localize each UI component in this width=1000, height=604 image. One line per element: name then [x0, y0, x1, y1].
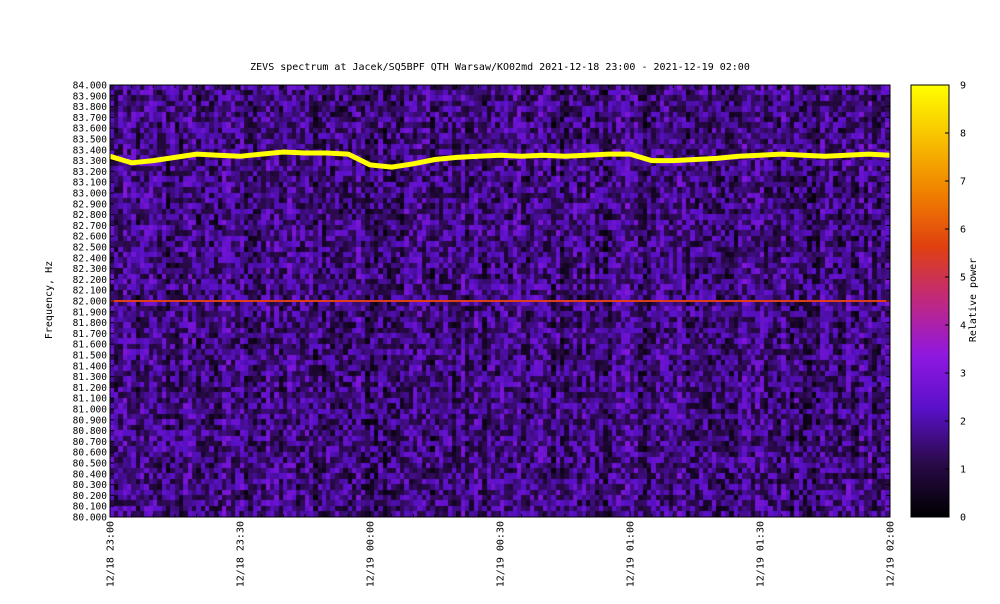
y-tick-label: 81.700 — [73, 329, 108, 340]
colorbar-tick-label: 3 — [960, 369, 966, 380]
colorbar-tick-label: 7 — [960, 177, 966, 188]
colorbar-fill — [910, 84, 950, 518]
colorbar: 0 1 2 3 4 5 6 7 8 9 — [910, 81, 966, 524]
x-tick-label: 12/18 23:00 — [106, 521, 117, 587]
y-tick-label: 81.600 — [73, 340, 108, 351]
y-tick-label: 83.300 — [73, 156, 108, 167]
y-tick-label: 81.300 — [73, 372, 108, 383]
y-tick-label: 83.800 — [73, 102, 108, 113]
y-tick-label: 83.500 — [73, 135, 108, 146]
colorbar-tick-label: 6 — [960, 225, 966, 236]
colorbar-label: Relative power — [968, 258, 979, 342]
x-tick-label: 12/19 01:00 — [626, 521, 637, 587]
colorbar-tick-label: 0 — [960, 513, 966, 524]
colorbar-tick-label: 4 — [960, 321, 966, 332]
y-tick-label: 80.700 — [73, 437, 108, 448]
colorbar-tick-label: 8 — [960, 129, 966, 140]
y-tick-label: 80.400 — [73, 469, 108, 480]
y-tick-label: 83.000 — [73, 189, 108, 200]
y-tick-label: 82.600 — [73, 232, 108, 243]
x-tick-label: 12/19 00:00 — [366, 521, 377, 587]
y-tick-label: 80.100 — [73, 502, 108, 513]
y-tick-label: 82.800 — [73, 210, 108, 221]
y-tick-label: 81.000 — [73, 405, 108, 416]
y-tick-label: 83.400 — [73, 145, 108, 156]
y-tick-label: 80.000 — [73, 513, 108, 524]
x-tick-label: 12/19 01:30 — [756, 521, 767, 587]
y-tick-label: 83.200 — [73, 167, 108, 178]
y-tick-label: 80.300 — [73, 480, 108, 491]
y-tick-label: 80.600 — [73, 448, 108, 459]
x-tick-label: 12/19 00:30 — [496, 521, 507, 587]
y-axis-label: Frequency, Hz — [44, 261, 55, 339]
colorbar-tick-label: 1 — [960, 465, 966, 476]
y-axis: 80.00080.10080.20080.30080.40080.50080.6… — [73, 81, 890, 524]
y-tick-label: 83.700 — [73, 113, 108, 124]
colorbar-tick-label: 5 — [960, 273, 966, 284]
y-tick-label: 82.400 — [73, 253, 108, 264]
y-tick-label: 83.100 — [73, 178, 108, 189]
signal-trace-0 — [109, 149, 891, 170]
y-tick-label: 82.100 — [73, 286, 108, 297]
plot-area — [109, 84, 891, 518]
y-tick-label: 81.100 — [73, 394, 108, 405]
y-tick-label: 83.900 — [73, 91, 108, 102]
y-tick-label: 81.900 — [73, 307, 108, 318]
y-tick-label: 80.500 — [73, 459, 108, 470]
y-tick-label: 83.600 — [73, 124, 108, 135]
colorbar-tick-label: 9 — [960, 81, 966, 92]
y-tick-label: 84.000 — [73, 81, 108, 92]
y-tick-label: 81.500 — [73, 351, 108, 362]
y-tick-label: 80.200 — [73, 491, 108, 502]
y-tick-label: 80.900 — [73, 415, 108, 426]
x-tick-label: 12/19 02:00 — [886, 521, 897, 587]
y-tick-label: 82.000 — [73, 297, 108, 308]
y-tick-label: 82.500 — [73, 243, 108, 254]
y-tick-label: 82.700 — [73, 221, 108, 232]
x-axis: 12/18 23:00 12/18 23:30 12/19 00:00 12/19 0… — [106, 85, 897, 587]
chart-title: ZEVS spectrum at Jacek/SQ5BPF QTH Warsaw… — [250, 62, 750, 73]
y-tick-label: 81.400 — [73, 361, 108, 372]
y-tick-label: 80.800 — [73, 426, 108, 437]
y-tick-label: 82.200 — [73, 275, 108, 286]
y-tick-label: 82.300 — [73, 264, 108, 275]
y-tick-label: 81.800 — [73, 318, 108, 329]
y-tick-label: 82.900 — [73, 199, 108, 210]
x-tick-label: 12/18 23:30 — [236, 521, 247, 587]
colorbar-tick-label: 2 — [960, 417, 966, 428]
y-tick-label: 81.200 — [73, 383, 108, 394]
